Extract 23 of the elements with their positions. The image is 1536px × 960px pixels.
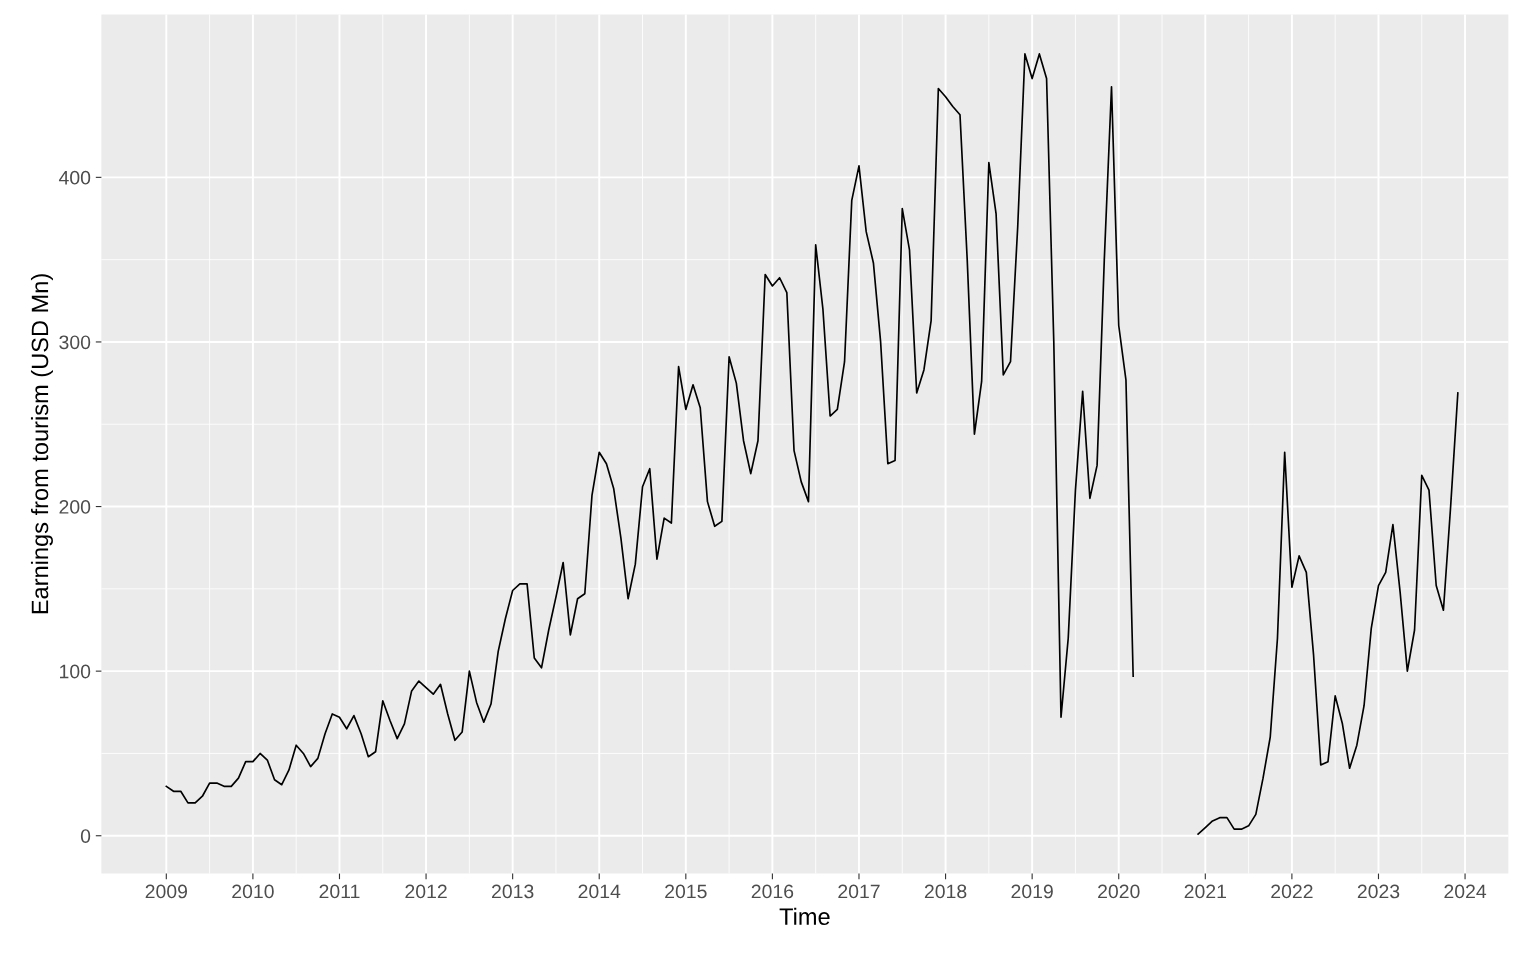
x-axis-title: Time [779, 907, 830, 926]
x-tick-label: 2018 [924, 884, 967, 899]
y-tick-label: 200 [59, 500, 91, 514]
x-tick-label: 2021 [1184, 884, 1226, 899]
y-tick-label: 100 [60, 664, 91, 679]
x-tick-label: 2013 [492, 884, 534, 899]
x-tick-label: 2017 [838, 884, 880, 899]
x-tick-label: 2012 [405, 884, 447, 899]
x-tick-label: 2024 [1444, 884, 1487, 899]
x-tick-label: 2015 [665, 884, 707, 899]
x-tick-label: 2022 [1271, 884, 1313, 899]
x-tick-label: 2016 [751, 884, 794, 899]
x-tick-label: 2014 [578, 884, 621, 899]
x-tick-label: 2011 [319, 884, 360, 899]
x-tick-label: 2010 [232, 884, 274, 899]
x-tick-label: 2009 [145, 884, 188, 899]
x-tick-label: 2020 [1098, 884, 1140, 899]
x-tick-label: 2019 [1011, 884, 1053, 899]
x-tick-label: 2023 [1357, 884, 1400, 899]
y-axis-title: Earnings from tourism (USD Mn) [30, 274, 53, 614]
y-tick-label: 0 [80, 829, 91, 843]
y-tick-label: 300 [59, 335, 91, 350]
y-tick-label: 400 [58, 170, 91, 185]
